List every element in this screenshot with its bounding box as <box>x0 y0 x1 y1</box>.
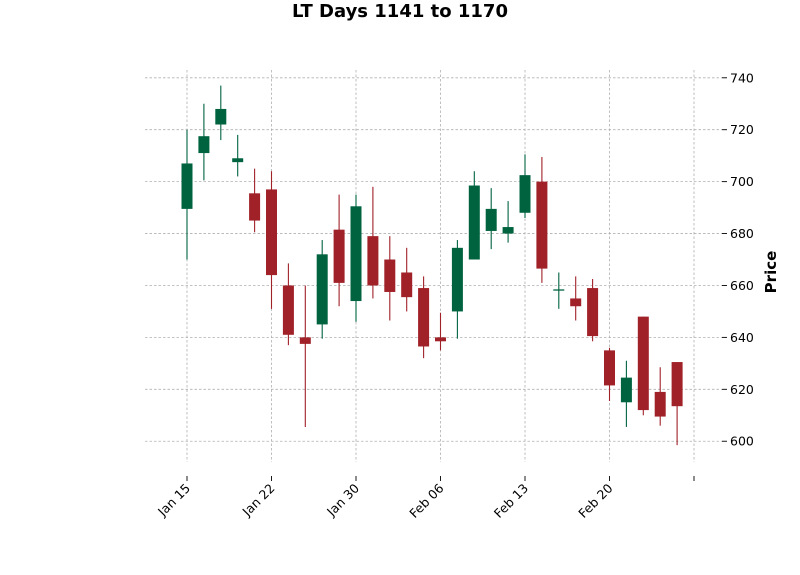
candle <box>401 247 413 312</box>
candle-body <box>418 288 430 347</box>
candle-body <box>620 377 632 403</box>
candle <box>654 367 666 426</box>
candle <box>198 103 210 181</box>
y-tick-label: 740 <box>730 70 754 85</box>
candle-body <box>367 236 379 286</box>
candle-body <box>249 193 261 221</box>
candles <box>181 85 683 446</box>
candle <box>282 263 294 346</box>
candle-body <box>198 136 210 154</box>
y-tick-label: 700 <box>730 174 754 189</box>
x-tick-label: Feb 13 <box>491 481 531 521</box>
candle <box>299 285 311 427</box>
candle <box>418 276 430 359</box>
candle-body <box>671 362 683 407</box>
candle <box>350 194 362 322</box>
candle-body <box>316 254 328 325</box>
candle-body <box>502 227 514 234</box>
candle-body <box>604 350 615 386</box>
candle <box>468 171 480 260</box>
candle <box>485 188 497 250</box>
candle-body <box>181 163 193 209</box>
candle <box>451 240 463 339</box>
candle <box>333 194 345 307</box>
candle-body <box>637 316 649 411</box>
y-tick-label: 660 <box>730 278 754 293</box>
candle <box>232 134 244 177</box>
candle-body <box>266 189 277 276</box>
x-tick-label: Feb 06 <box>406 480 446 520</box>
x-tick-label: Jan 22 <box>239 481 278 520</box>
grid <box>145 70 722 462</box>
candle <box>266 171 277 309</box>
candle <box>215 85 227 141</box>
y-axis-label: Price <box>762 251 780 294</box>
y-tick-label: 720 <box>730 122 754 137</box>
candle <box>367 186 379 299</box>
candle-body <box>451 247 463 312</box>
candle <box>435 312 446 351</box>
candle-body <box>401 272 413 298</box>
candle <box>570 276 582 321</box>
candle-body <box>299 337 311 344</box>
candle-body <box>435 337 446 342</box>
candle-body <box>485 208 497 231</box>
candle-body <box>536 181 548 269</box>
x-tick-label: Jan 30 <box>323 480 362 519</box>
x-tick-label: Jan 15 <box>154 481 193 520</box>
candle-body <box>553 289 565 291</box>
candle <box>553 272 565 309</box>
candle <box>181 129 193 260</box>
candle-body <box>215 108 227 125</box>
candle <box>671 362 683 446</box>
y-tick-label: 640 <box>730 330 754 345</box>
chart-title: LT Days 1141 to 1170 <box>292 1 508 22</box>
candle-body <box>232 158 244 163</box>
candle <box>316 240 328 339</box>
candle-body <box>384 259 396 292</box>
candle-body <box>333 229 345 283</box>
candle-body <box>468 185 480 260</box>
candle <box>384 236 396 321</box>
candle-body <box>282 285 294 335</box>
candle-body <box>350 206 362 302</box>
candle <box>502 201 514 243</box>
candle-body <box>654 391 666 417</box>
candle <box>620 360 632 427</box>
candle-body <box>587 288 599 337</box>
candle <box>637 316 649 416</box>
candle-body <box>519 175 531 213</box>
candle <box>249 168 261 233</box>
candle-body <box>570 298 582 307</box>
y-tick-label: 680 <box>730 226 754 241</box>
y-tick-label: 620 <box>730 382 754 397</box>
candle <box>536 156 548 283</box>
y-tick-label: 600 <box>730 434 754 449</box>
x-tick-label: Feb 20 <box>575 480 615 520</box>
candle <box>587 278 599 342</box>
candle <box>604 347 615 401</box>
candle <box>519 154 531 218</box>
